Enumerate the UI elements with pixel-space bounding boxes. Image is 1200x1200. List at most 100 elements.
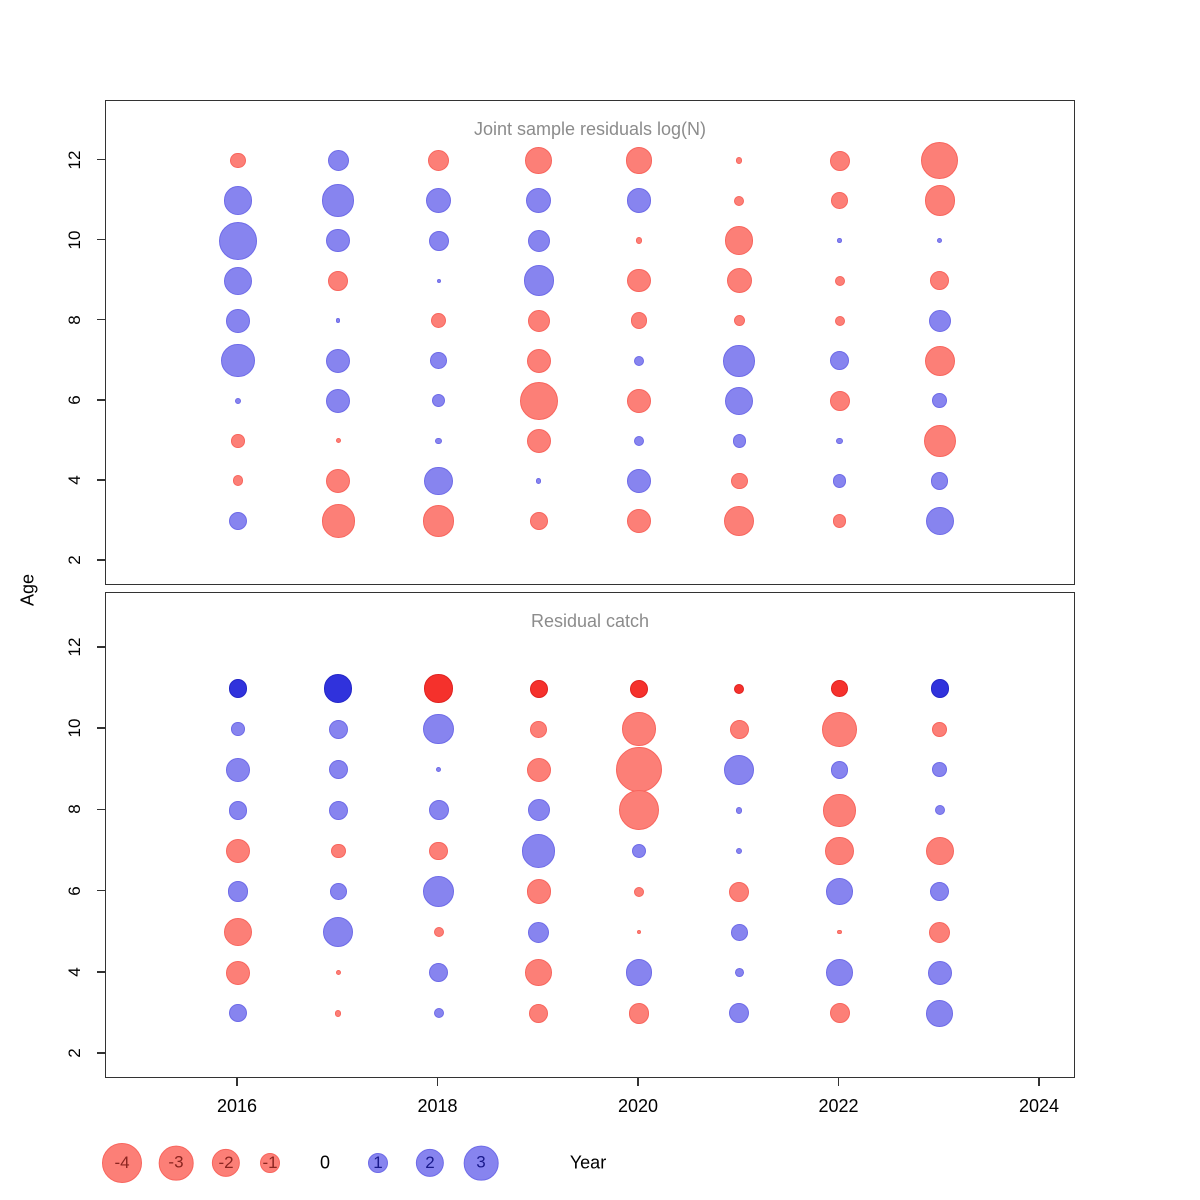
- legend-circle: -2: [211, 1148, 241, 1178]
- residual-bubble: [627, 509, 651, 533]
- residual-bubble: [225, 838, 251, 864]
- residual-bubble: [232, 475, 244, 487]
- y-tick-label: 8: [65, 804, 84, 815]
- y-tick-label: 12: [65, 150, 84, 169]
- residual-bubble: [328, 270, 349, 291]
- residual-bubble: [529, 1003, 549, 1023]
- y-tick: [97, 971, 105, 973]
- y-tick-label: 2: [65, 555, 84, 565]
- residual-bubble: [422, 505, 455, 537]
- residual-bubble: [227, 881, 249, 903]
- residual-bubble: [921, 141, 959, 180]
- residual-bubble: [231, 434, 245, 448]
- residual-bubble: [734, 968, 744, 978]
- residual-bubble: [726, 268, 752, 294]
- residual-bubble: [228, 511, 248, 531]
- residual-bubble: [326, 468, 351, 494]
- y-tick: [97, 808, 105, 811]
- residual-bubble: [324, 674, 353, 703]
- y-tick: [97, 399, 105, 401]
- residual-bubble: [627, 388, 651, 413]
- residual-bubble: [937, 237, 943, 244]
- y-tick-label: 4: [65, 967, 84, 977]
- residual-bubble: [831, 680, 848, 697]
- residual-bubble: [529, 512, 548, 530]
- residual-bubble: [231, 722, 245, 736]
- residual-bubble: [730, 472, 748, 490]
- residual-bubble: [523, 265, 554, 296]
- residual-bubble: [834, 275, 845, 286]
- residual-bubble: [830, 351, 849, 371]
- residual-bubble: [930, 271, 950, 291]
- residual-bubble: [528, 921, 550, 943]
- residual-bubble: [327, 150, 349, 171]
- x-tick: [637, 1078, 639, 1086]
- residual-bubble: [326, 348, 351, 373]
- x-tick: [236, 1078, 238, 1086]
- residual-bubble: [522, 834, 556, 868]
- residual-bubble: [925, 836, 954, 866]
- residual-bubble: [234, 397, 242, 404]
- residual-bubble: [424, 466, 453, 496]
- residual-bubble: [725, 226, 754, 255]
- residual-bubble: [736, 847, 743, 855]
- residual-bubble: [223, 266, 253, 295]
- y-tick-label: 2: [65, 1048, 84, 1058]
- residual-bubble: [336, 318, 341, 323]
- residual-bubble: [335, 970, 341, 976]
- residual-bubble: [929, 921, 951, 943]
- residual-bubble: [433, 927, 444, 938]
- y-tick-label: 6: [65, 395, 84, 405]
- residual-bubble: [229, 1004, 247, 1023]
- residual-bubble: [435, 437, 442, 444]
- legend-circle: 3: [463, 1145, 499, 1181]
- legend-circle: -3: [158, 1145, 194, 1181]
- residual-bubble: [724, 754, 755, 785]
- residual-bubble: [626, 188, 652, 213]
- residual-bubble: [228, 679, 248, 698]
- residual-bubble: [834, 315, 845, 326]
- residual-bubble: [734, 195, 745, 206]
- residual-bubble: [433, 1008, 444, 1019]
- residual-bubble: [628, 1002, 650, 1024]
- y-tick: [97, 559, 105, 561]
- y-tick: [97, 479, 105, 481]
- residual-bubble: [634, 435, 644, 446]
- residual-bubble: [631, 843, 647, 859]
- residual-bubble: [526, 187, 552, 214]
- residual-bubble: [635, 237, 643, 244]
- residual-bubble: [425, 187, 452, 214]
- legend-circle: -4: [102, 1143, 142, 1183]
- residual-bubble: [627, 268, 651, 293]
- residual-bubble: [326, 228, 351, 253]
- x-axis-label: Year: [569, 1152, 607, 1173]
- panel-title-residual-catch: Residual catch: [530, 611, 650, 631]
- residual-bubble: [429, 841, 448, 861]
- residual-bubble: [435, 767, 442, 773]
- residual-bubble: [625, 959, 653, 987]
- residual-bubble: [223, 186, 253, 215]
- x-tick-label: 2024: [1018, 1096, 1060, 1116]
- residual-bubble: [529, 679, 548, 698]
- y-tick-label: 12: [65, 637, 84, 657]
- residual-bubble: [525, 147, 553, 174]
- residual-bubble: [519, 381, 558, 420]
- residual-bubble: [634, 355, 644, 366]
- residual-bubble: [428, 150, 449, 171]
- x-tick: [837, 1078, 840, 1086]
- residual-bubble: [627, 469, 651, 493]
- residual-bubble: [630, 312, 648, 330]
- y-tick: [97, 1052, 105, 1054]
- residual-bubble: [335, 438, 341, 444]
- residual-bubble: [836, 437, 843, 444]
- residual-bubble: [423, 714, 454, 745]
- residual-bubble: [526, 348, 551, 373]
- residual-bubble: [226, 308, 250, 333]
- residual-bubble: [321, 504, 355, 538]
- y-tick: [97, 646, 105, 648]
- residual-bubble: [927, 960, 952, 986]
- residual-bubble: [732, 434, 746, 448]
- residual-bubble: [424, 674, 453, 703]
- residual-bubble: [616, 747, 662, 793]
- y-tick-label: 4: [65, 475, 84, 485]
